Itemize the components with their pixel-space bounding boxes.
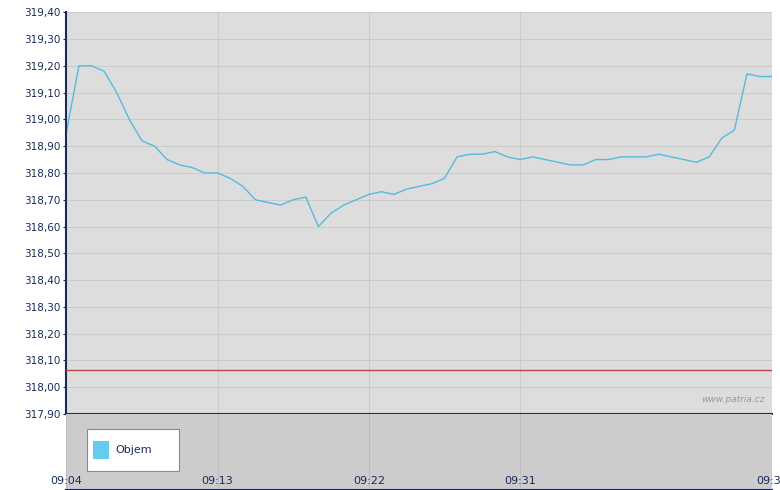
Text: 09:22: 09:22	[353, 476, 385, 486]
Text: 09:31: 09:31	[504, 476, 536, 486]
Text: www.patria.cz: www.patria.cz	[702, 395, 765, 404]
Text: 09:39: 09:39	[757, 476, 780, 486]
FancyBboxPatch shape	[93, 441, 108, 459]
Text: 09:04: 09:04	[51, 476, 82, 486]
FancyBboxPatch shape	[87, 429, 179, 471]
Text: Objem: Objem	[115, 445, 152, 455]
Text: 09:13: 09:13	[202, 476, 233, 486]
